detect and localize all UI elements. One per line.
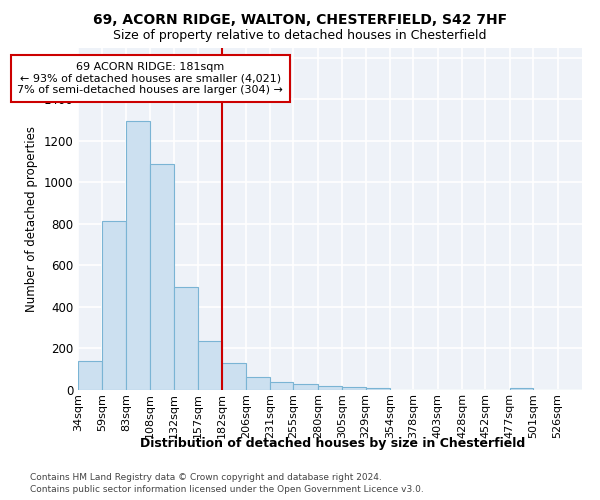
Text: 69 ACORN RIDGE: 181sqm
← 93% of detached houses are smaller (4,021)
7% of semi-d: 69 ACORN RIDGE: 181sqm ← 93% of detached… [17,62,283,95]
Text: Contains HM Land Registry data © Crown copyright and database right 2024.: Contains HM Land Registry data © Crown c… [30,472,382,482]
Bar [150,164,173,390]
Bar [342,387,365,390]
Bar [270,382,293,390]
Bar [318,386,342,390]
Bar [293,384,318,390]
Bar [198,341,222,390]
Bar [222,363,245,390]
Bar [103,221,126,390]
Y-axis label: Number of detached properties: Number of detached properties [25,126,38,312]
Bar [245,376,270,390]
Text: Contains public sector information licensed under the Open Government Licence v3: Contains public sector information licen… [30,485,424,494]
Text: Size of property relative to detached houses in Chesterfield: Size of property relative to detached ho… [113,29,487,42]
Bar [78,361,103,390]
Text: Distribution of detached houses by size in Chesterfield: Distribution of detached houses by size … [140,438,526,450]
Bar [365,388,390,390]
Text: 69, ACORN RIDGE, WALTON, CHESTERFIELD, S42 7HF: 69, ACORN RIDGE, WALTON, CHESTERFIELD, S… [93,12,507,26]
Bar [173,287,198,390]
Bar [510,388,533,390]
Bar [126,121,150,390]
